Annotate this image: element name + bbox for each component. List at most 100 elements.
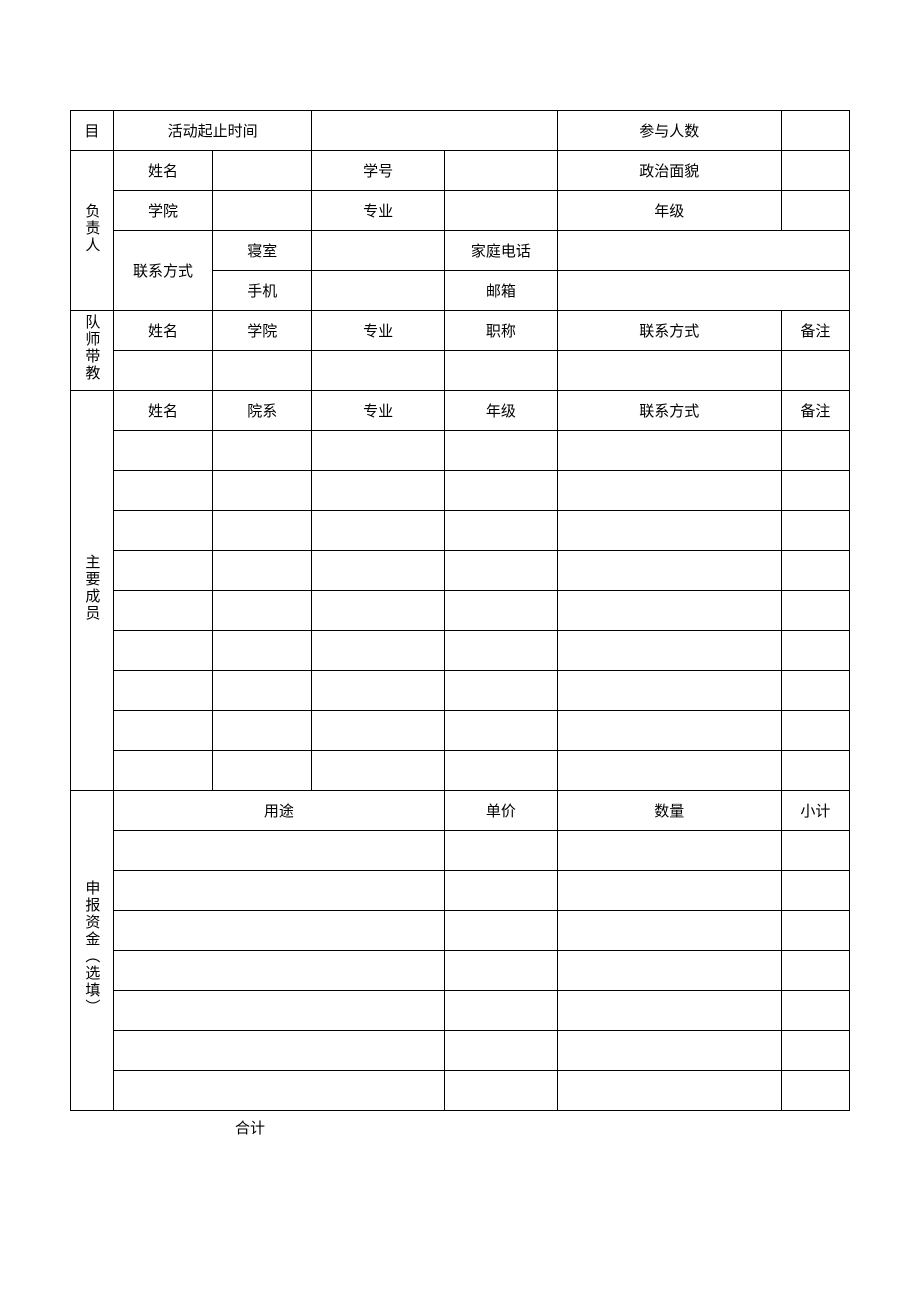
- funds-cell: [557, 991, 781, 1031]
- funds-cell: [781, 1071, 849, 1111]
- funds-cell: [557, 951, 781, 991]
- member-cell: [444, 631, 557, 671]
- member-cell: [781, 751, 849, 791]
- funds-data-row: [71, 1031, 850, 1071]
- funds-cell: [444, 831, 557, 871]
- funds-cell: [781, 871, 849, 911]
- member-cell: [113, 511, 212, 551]
- leader-homephone-value: [557, 231, 849, 271]
- member-cell: [557, 751, 781, 791]
- participants-label: 参与人数: [557, 111, 781, 151]
- funds-cell: [113, 911, 444, 951]
- leader-name-value: [213, 151, 312, 191]
- member-cell: [444, 671, 557, 711]
- funds-cell: [113, 1071, 444, 1111]
- member-cell: [113, 431, 212, 471]
- member-cell: [781, 671, 849, 711]
- teacher-col-college: 学院: [213, 311, 312, 351]
- member-cell: [213, 471, 312, 511]
- funds-cell: [781, 831, 849, 871]
- application-form-table: 目 活动起止时间 参与人数 负责人 姓名 学号 政治面貌 学院 专业 年级 联系…: [70, 110, 850, 1111]
- member-cell: [781, 711, 849, 751]
- member-cell: [113, 631, 212, 671]
- member-cell: [113, 711, 212, 751]
- funds-data-row: [71, 951, 850, 991]
- leader-mobile-value: [312, 271, 444, 311]
- members-data-row: [71, 711, 850, 751]
- teacher-cell: [444, 351, 557, 391]
- member-cell: [557, 631, 781, 671]
- teacher-cell: [557, 351, 781, 391]
- funds-cell: [781, 951, 849, 991]
- leader-major-label: 专业: [312, 191, 444, 231]
- leader-studentid-label: 学号: [312, 151, 444, 191]
- section-leader: 负责人: [71, 151, 114, 311]
- member-cell: [113, 751, 212, 791]
- member-cell: [781, 511, 849, 551]
- funds-col-usage: 用途: [113, 791, 444, 831]
- leader-major-value: [444, 191, 557, 231]
- member-cell: [312, 471, 444, 511]
- funds-cell: [113, 991, 444, 1031]
- member-cell: [557, 551, 781, 591]
- funds-cell: [557, 871, 781, 911]
- funds-data-row: [71, 991, 850, 1031]
- member-cell: [444, 471, 557, 511]
- member-cell: [312, 511, 444, 551]
- member-cell: [557, 511, 781, 551]
- leader-email-label: 邮箱: [444, 271, 557, 311]
- member-cell: [113, 591, 212, 631]
- member-cell: [213, 631, 312, 671]
- section-funds: 申报资金（选填）: [71, 791, 114, 1111]
- leader-grade-value: [781, 191, 849, 231]
- leader-email-value: [557, 271, 849, 311]
- funds-cell: [444, 951, 557, 991]
- member-cell: [213, 511, 312, 551]
- members-col-dept: 院系: [213, 391, 312, 431]
- member-cell: [113, 471, 212, 511]
- funds-cell: [781, 991, 849, 1031]
- teacher-cell: [213, 351, 312, 391]
- funds-header-row: 申报资金（选填） 用途 单价 数量 小计: [71, 791, 850, 831]
- members-data-row: [71, 591, 850, 631]
- members-col-grade: 年级: [444, 391, 557, 431]
- leader-row-3: 联系方式 寝室 家庭电话: [71, 231, 850, 271]
- leader-dorm-label: 寝室: [213, 231, 312, 271]
- member-cell: [781, 471, 849, 511]
- member-cell: [444, 751, 557, 791]
- member-cell: [213, 671, 312, 711]
- section-members: 主要成员: [71, 391, 114, 791]
- teacher-cell: [113, 351, 212, 391]
- leader-dorm-value: [312, 231, 444, 271]
- member-cell: [312, 551, 444, 591]
- leader-studentid-value: [444, 151, 557, 191]
- members-col-remark: 备注: [781, 391, 849, 431]
- members-col-name: 姓名: [113, 391, 212, 431]
- member-cell: [557, 431, 781, 471]
- funds-cell: [113, 871, 444, 911]
- member-cell: [557, 471, 781, 511]
- section-teacher: 队师带教: [71, 311, 114, 391]
- member-cell: [557, 711, 781, 751]
- members-col-contact: 联系方式: [557, 391, 781, 431]
- member-cell: [557, 671, 781, 711]
- member-cell: [312, 751, 444, 791]
- funds-cell: [557, 911, 781, 951]
- member-cell: [444, 431, 557, 471]
- members-col-major: 专业: [312, 391, 444, 431]
- funds-cell: [444, 991, 557, 1031]
- leader-political-value: [781, 151, 849, 191]
- leader-grade-label: 年级: [557, 191, 781, 231]
- members-data-row: [71, 751, 850, 791]
- leader-political-label: 政治面貌: [557, 151, 781, 191]
- teacher-col-remark: 备注: [781, 311, 849, 351]
- members-data-row: [71, 431, 850, 471]
- activity-period-label: 活动起止时间: [113, 111, 312, 151]
- member-cell: [312, 431, 444, 471]
- funds-col-quantity: 数量: [557, 791, 781, 831]
- member-cell: [213, 591, 312, 631]
- member-cell: [444, 551, 557, 591]
- teacher-col-major: 专业: [312, 311, 444, 351]
- members-data-row: [71, 471, 850, 511]
- member-cell: [557, 591, 781, 631]
